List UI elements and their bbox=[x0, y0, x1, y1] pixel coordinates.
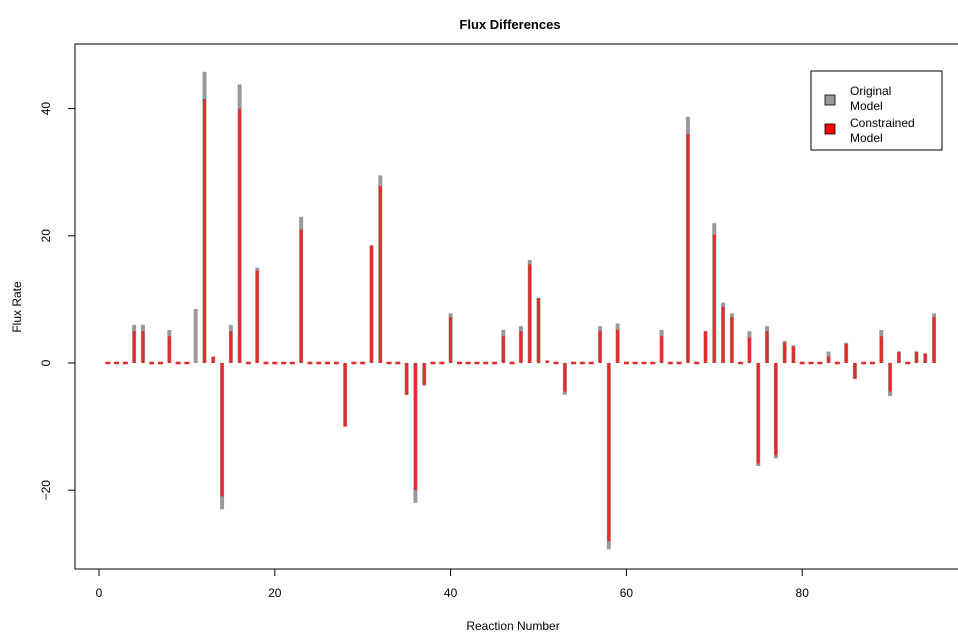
x-tick-label: 60 bbox=[620, 586, 634, 600]
x-tick-label: 20 bbox=[268, 586, 282, 600]
legend-swatch-original bbox=[824, 94, 836, 106]
legend-label-constrained-line1: Constrained bbox=[850, 116, 915, 130]
y-tick-label: 20 bbox=[39, 229, 53, 243]
chart-title: Flux Differences bbox=[459, 17, 560, 32]
x-ticks: 0 20 40 60 80 bbox=[96, 569, 810, 600]
x-axis-label: Reaction Number bbox=[466, 619, 559, 632]
legend-label-original-line2: Model bbox=[850, 99, 883, 113]
y-tick-label: −20 bbox=[39, 480, 53, 501]
y-tick-label: 0 bbox=[39, 359, 53, 366]
x-tick-label: 40 bbox=[444, 586, 458, 600]
x-tick-label: 0 bbox=[96, 586, 103, 600]
constrained-model-series bbox=[105, 99, 936, 542]
y-tick-label: 40 bbox=[39, 102, 53, 116]
legend: Original Model Constrained Model bbox=[810, 70, 943, 151]
y-axis-label: Flux Rate bbox=[10, 281, 24, 333]
legend-swatch-constrained bbox=[824, 123, 836, 135]
x-tick-label: 80 bbox=[796, 586, 810, 600]
legend-box bbox=[810, 70, 943, 151]
y-ticks: −20 0 20 40 bbox=[39, 102, 75, 501]
legend-label-original-line1: Original bbox=[850, 84, 891, 98]
legend-label-constrained-line2: Model bbox=[850, 131, 883, 145]
